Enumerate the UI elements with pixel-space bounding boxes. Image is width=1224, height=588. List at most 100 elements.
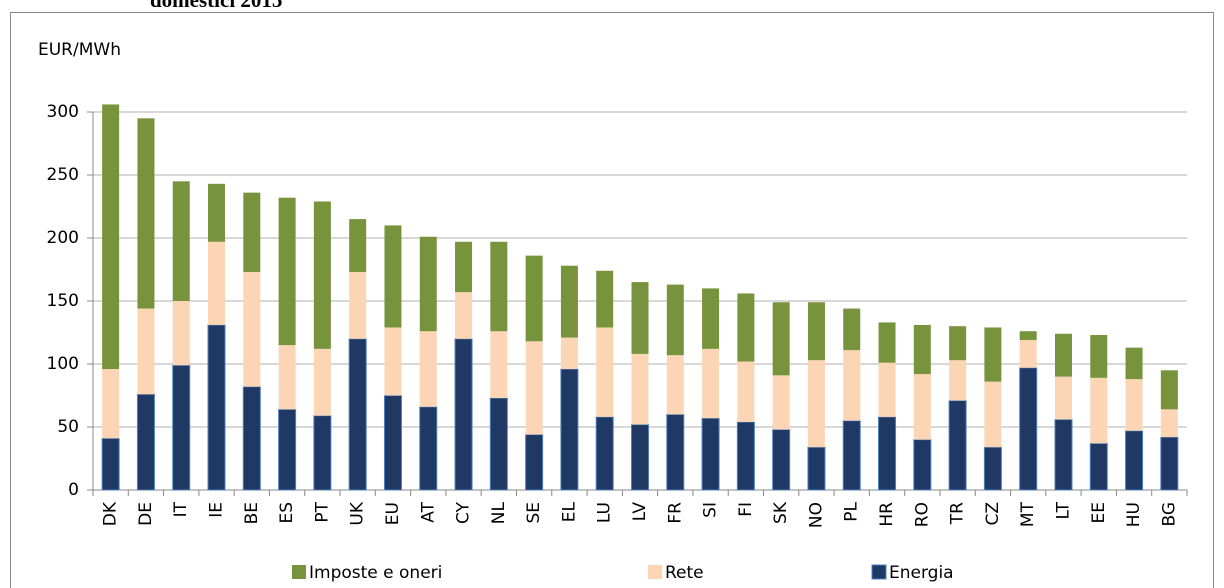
bar-segment	[666, 284, 684, 356]
x-tick-label: DE	[136, 502, 156, 526]
bar-segment	[560, 368, 579, 491]
bar-segment	[984, 327, 1002, 382]
x-tick-label: EU	[383, 502, 403, 525]
y-tick-label: 100	[47, 354, 79, 374]
bar-segment	[1125, 347, 1143, 380]
bar-segment	[560, 265, 578, 338]
bar-segment	[1125, 379, 1143, 431]
y-tick-label: 250	[47, 165, 79, 185]
legend-label: Rete	[665, 563, 704, 583]
bar-segment	[878, 416, 897, 491]
bar-segment	[878, 362, 896, 417]
bar-segment	[1019, 367, 1038, 491]
bar-segment	[313, 415, 332, 491]
y-tick-label: 50	[57, 417, 79, 437]
x-tick-label: NO	[806, 502, 826, 528]
x-tick-label: CZ	[983, 502, 1003, 526]
x-tick-label: EE	[1089, 502, 1109, 523]
y-tick-label: 300	[47, 102, 79, 122]
bar-segment	[807, 360, 825, 448]
bar-segment	[243, 192, 261, 273]
bar-segment	[136, 393, 155, 491]
bar-segment	[525, 341, 543, 435]
bar-segment	[102, 104, 120, 370]
legend-swatch	[871, 564, 887, 580]
legend-swatch	[648, 565, 662, 579]
bar-segment	[172, 301, 190, 366]
bar-segment	[313, 348, 331, 416]
bar-segment	[242, 386, 261, 491]
bar-segment	[772, 375, 790, 430]
bar-segment	[419, 406, 438, 491]
bar-segment	[349, 272, 367, 339]
bar-segment	[172, 181, 190, 301]
bar-segment	[807, 446, 826, 491]
bar-segment	[631, 353, 649, 425]
bar-segment	[666, 355, 684, 415]
bar-segment	[737, 293, 755, 362]
bar-segment	[596, 270, 614, 328]
x-tick-label: PL	[842, 501, 862, 521]
bar-segment	[278, 197, 296, 346]
bar-segment	[278, 408, 297, 491]
x-tick-label: PT	[312, 501, 332, 522]
bar-segment	[984, 381, 1002, 448]
bar-segment	[419, 236, 437, 332]
x-tick-label: RO	[912, 502, 932, 527]
bar-segment	[490, 241, 508, 332]
bar-segment	[278, 345, 296, 410]
x-tick-label: FI	[736, 502, 756, 517]
bar-segment	[631, 423, 649, 491]
bar-segment	[419, 331, 437, 407]
bar-segment	[313, 201, 331, 349]
bar-segment	[772, 302, 790, 376]
bar-segment	[983, 446, 1002, 491]
x-tick-label: HR	[877, 502, 897, 527]
x-tick-label: SK	[771, 501, 791, 524]
x-tick-label: LV	[630, 502, 650, 522]
bar-segment	[807, 302, 825, 361]
bar-segment	[137, 118, 155, 309]
bar-segment	[913, 374, 931, 440]
x-tick-label: HU	[1124, 502, 1144, 527]
x-tick-label: CY	[454, 501, 474, 524]
chart-border	[10, 12, 1214, 588]
bar-segment	[102, 369, 120, 439]
bar-segment	[1160, 436, 1179, 491]
legend-swatch	[292, 565, 306, 579]
bar-segment	[1160, 409, 1178, 438]
bar-segment	[349, 219, 367, 273]
x-tick-label: UK	[348, 501, 368, 525]
x-tick-label: DK	[101, 501, 121, 526]
bar-segment	[208, 183, 226, 242]
bar-segment	[948, 400, 967, 491]
bar-segment	[560, 337, 578, 370]
bar-segment	[525, 434, 544, 491]
bar-segment	[207, 324, 226, 491]
bar-segment	[736, 421, 755, 491]
bar-segment	[1089, 442, 1108, 491]
bar-segment	[383, 395, 402, 491]
bar-segment	[1160, 370, 1178, 410]
bar-segment	[949, 326, 967, 361]
bar-segment	[490, 331, 508, 399]
y-tick-label: 150	[47, 291, 79, 311]
x-tick-label: MT	[1018, 501, 1038, 527]
bar-segment	[1054, 333, 1072, 377]
bar-segment	[1019, 340, 1037, 368]
x-tick-label: LT	[1053, 501, 1073, 519]
bar-segment	[843, 308, 861, 351]
bar-segment	[101, 437, 120, 491]
x-tick-label: SE	[524, 502, 544, 524]
legend-label: Energia	[889, 563, 954, 583]
bar-segment	[1054, 418, 1073, 491]
x-tick-label: AT	[418, 501, 438, 522]
bar-segment	[208, 241, 226, 325]
bar-segment	[843, 350, 861, 421]
bar-segment	[949, 360, 967, 401]
bar-segment	[596, 327, 614, 417]
y-axis-label: EUR/MWh	[38, 40, 121, 60]
bar-segment	[772, 429, 791, 491]
legend-label: Imposte e oneri	[309, 563, 442, 583]
